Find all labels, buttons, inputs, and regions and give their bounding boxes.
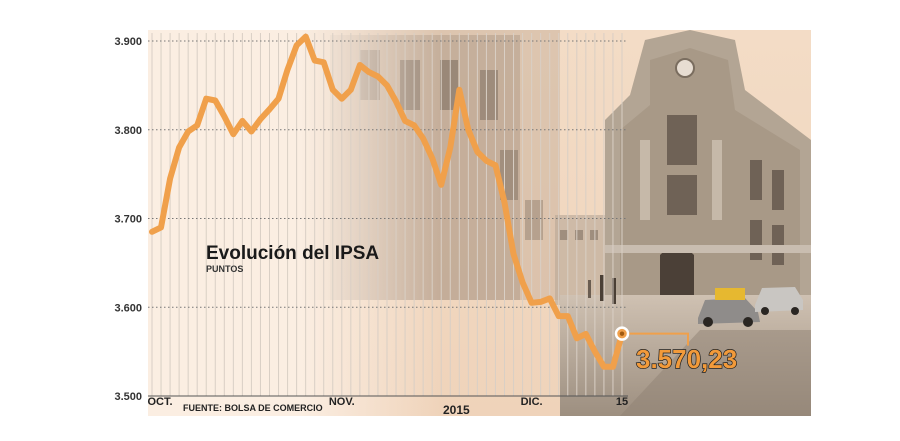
y-tick-label: 3.600 — [114, 302, 142, 314]
y-axis-ticks: 3.500 3.600 3.700 3.800 3.900 — [114, 36, 142, 403]
callout-leader-line — [628, 332, 689, 346]
year-label: 2015 — [443, 403, 470, 417]
building-photo-icon — [300, 30, 811, 416]
x-tick-label: 15 — [616, 396, 628, 408]
last-value-label: 3.570,23 — [636, 344, 737, 374]
y-tick-label: 3.900 — [114, 36, 142, 48]
y-tick-label: 3.700 — [114, 214, 142, 226]
x-axis-labels: OCT. NOV. DIC. 15 — [147, 396, 628, 408]
last-value-marker-center — [619, 331, 625, 336]
x-tick-label: OCT. — [147, 396, 172, 408]
chart-title: Evolución del IPSA — [206, 243, 379, 264]
y-tick-label: 3.500 — [114, 391, 142, 403]
source-note: FUENTE: BOLSA DE COMERCIO — [183, 403, 323, 413]
x-tick-label: NOV. — [329, 396, 355, 408]
x-tick-label: DIC. — [521, 396, 543, 408]
series-line — [149, 33, 625, 370]
y-tick-label: 3.800 — [114, 125, 142, 137]
vertical-grid — [151, 33, 623, 396]
chart-subtitle: PUNTOS — [206, 264, 243, 274]
